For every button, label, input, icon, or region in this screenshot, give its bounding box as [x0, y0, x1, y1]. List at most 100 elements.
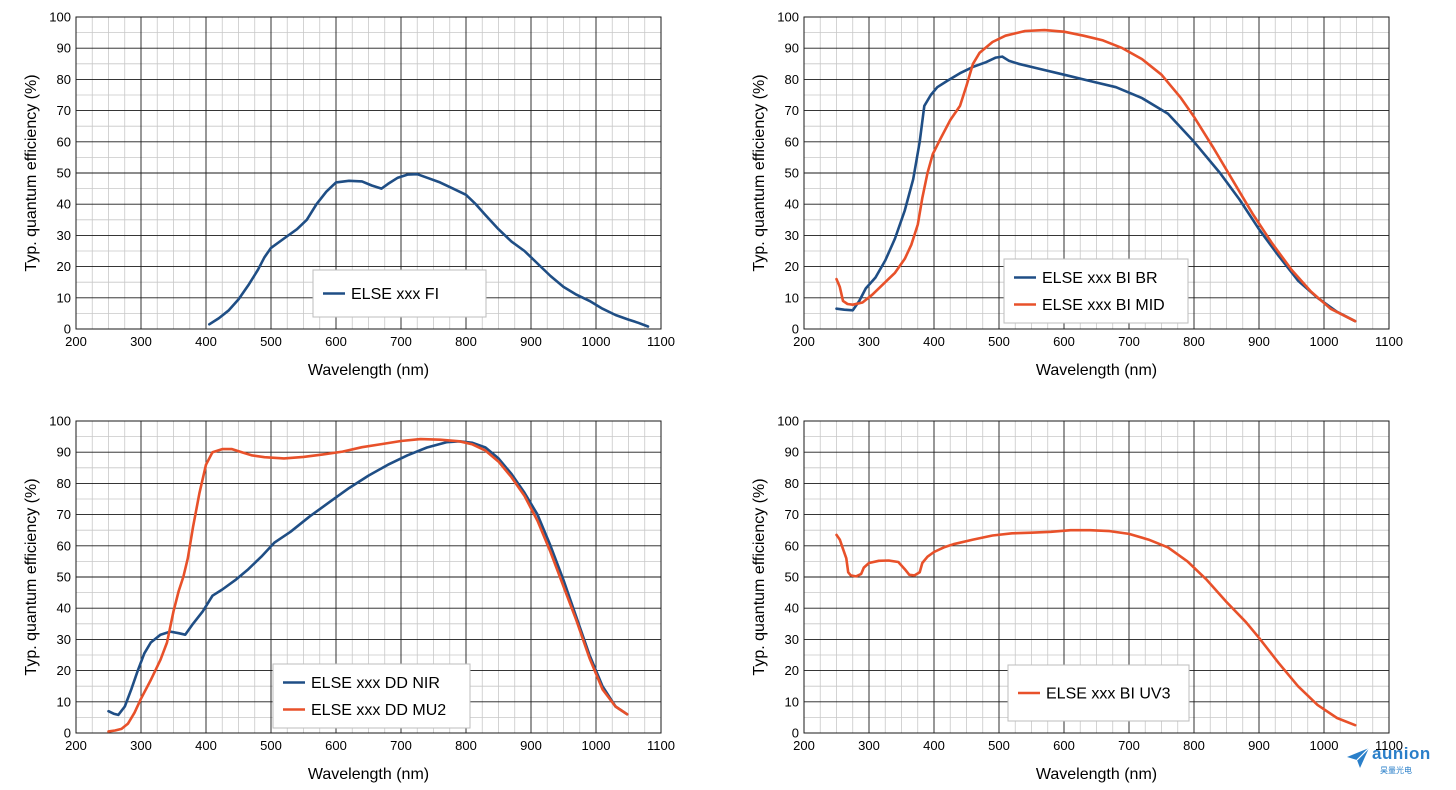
y-tick-label: 0: [792, 726, 799, 741]
series-line-1: [107, 440, 629, 717]
x-tick-label: 700: [1118, 738, 1140, 753]
y-tick-label: 100: [49, 414, 71, 429]
chart-2: 200 300 400 500 600 700 800 900 1000 1100 0 10 20 30 4…: [751, 10, 1403, 380]
x-tick-label: 400: [195, 738, 217, 753]
x-axis-label: Wavelength (nm): [1036, 766, 1157, 783]
x-tick-label: 600: [325, 334, 347, 349]
series-line-1: [835, 528, 1357, 727]
x-tick-label: 800: [455, 738, 477, 753]
x-tick-label: 300: [858, 334, 880, 349]
y-tick-label: 70: [785, 103, 799, 118]
plot-frame: [75, 16, 662, 330]
x-tick-label: 500: [988, 334, 1010, 349]
x-tick-label: 400: [923, 738, 945, 753]
legend: ELSE xxx BI UV3: [1007, 664, 1190, 722]
series-line-1: [208, 172, 650, 328]
y-tick-label: 60: [785, 134, 799, 149]
x-tick-label: 700: [390, 334, 412, 349]
x-axis-label: Wavelength (nm): [1036, 362, 1157, 379]
logo-wordmark: aunion: [1372, 744, 1431, 763]
x-tick-label: 900: [520, 738, 542, 753]
y-tick-label: 50: [785, 570, 799, 585]
legend-label: ELSE xxx DD MU2: [311, 702, 446, 719]
x-tick-label: 800: [1183, 738, 1205, 753]
x-tick-label: 400: [923, 334, 945, 349]
y-tick-label: 50: [57, 166, 71, 181]
y-tick-label: 90: [57, 41, 71, 56]
x-tick-label: 200: [65, 334, 87, 349]
plot-frame: [803, 420, 1390, 734]
y-tick-label: 30: [785, 632, 799, 647]
x-tick-label: 1000: [582, 334, 611, 349]
y-tick-label: 20: [785, 259, 799, 274]
x-tick-label: 1000: [582, 738, 611, 753]
plot-frame: [75, 420, 662, 734]
x-tick-label: 200: [793, 334, 815, 349]
y-tick-label: 40: [785, 197, 799, 212]
major-grid: [75, 420, 662, 734]
x-tick-label: 1100: [647, 334, 675, 349]
legend: ELSE xxx BI BR ELSE xxx BI MID: [1003, 258, 1189, 324]
x-tick-label: 200: [793, 738, 815, 753]
legend-label: ELSE xxx FI: [351, 286, 439, 303]
x-tick-label: 700: [390, 738, 412, 753]
brand-logo: aunion 昊量光电: [1346, 744, 1446, 778]
series-line-1: [835, 55, 1357, 323]
y-tick-label: 40: [57, 197, 71, 212]
y-tick-label: 60: [785, 538, 799, 553]
y-tick-label: 30: [57, 228, 71, 243]
x-tick-label: 1100: [647, 738, 675, 753]
x-tick-label: 1100: [1375, 738, 1403, 753]
x-tick-label: 1100: [1375, 334, 1403, 349]
legend: ELSE xxx DD NIR ELSE xxx DD MU2: [272, 663, 471, 729]
y-tick-label: 90: [785, 445, 799, 460]
x-tick-label: 500: [988, 738, 1010, 753]
y-tick-label: 20: [57, 259, 71, 274]
x-tick-label: 500: [260, 738, 282, 753]
y-tick-label: 0: [64, 322, 71, 337]
y-tick-label: 90: [785, 41, 799, 56]
x-axis-label: Wavelength (nm): [308, 766, 429, 783]
x-tick-label: 700: [1118, 334, 1140, 349]
x-tick-label: 600: [325, 738, 347, 753]
chart-4: 200 300 400 500 600 700 800 900 1000 1100 0 10 20 30 4…: [751, 414, 1403, 784]
y-tick-label: 30: [785, 228, 799, 243]
series-line-2: [835, 28, 1357, 323]
x-tick-label: 800: [455, 334, 477, 349]
y-tick-label: 90: [57, 445, 71, 460]
x-tick-label: 500: [260, 334, 282, 349]
y-tick-label: 100: [777, 414, 799, 429]
y-tick-label: 100: [49, 10, 71, 25]
x-tick-label: 900: [520, 334, 542, 349]
chart-3: 200 300 400 500 600 700 800 900 1000 1100 0 10 20 30 4…: [23, 414, 675, 784]
y-tick-label: 10: [57, 694, 71, 709]
y-tick-label: 80: [57, 72, 71, 87]
legend-box: [1003, 258, 1189, 324]
x-tick-label: 400: [195, 334, 217, 349]
y-tick-label: 0: [792, 322, 799, 337]
y-tick-label: 10: [785, 290, 799, 305]
legend-label: ELSE xxx BI MID: [1042, 297, 1165, 314]
y-axis-label: Typ. quantum efficiency (%): [23, 74, 40, 271]
x-tick-label: 600: [1053, 738, 1075, 753]
y-tick-label: 50: [57, 570, 71, 585]
y-tick-label: 40: [57, 601, 71, 616]
y-tick-label: 10: [57, 290, 71, 305]
x-tick-label: 200: [65, 738, 87, 753]
series-line-2: [107, 437, 629, 733]
x-tick-label: 800: [1183, 334, 1205, 349]
legend-label: ELSE xxx BI UV3: [1046, 686, 1171, 703]
y-tick-label: 80: [57, 476, 71, 491]
y-tick-label: 100: [777, 10, 799, 25]
x-tick-label: 1000: [1310, 334, 1339, 349]
y-tick-label: 50: [785, 166, 799, 181]
x-tick-label: 300: [130, 334, 152, 349]
y-tick-label: 60: [57, 134, 71, 149]
y-tick-label: 80: [785, 476, 799, 491]
y-tick-label: 40: [785, 601, 799, 616]
legend-label: ELSE xxx DD NIR: [311, 675, 440, 692]
y-tick-label: 20: [785, 663, 799, 678]
y-tick-label: 0: [64, 726, 71, 741]
x-tick-label: 300: [130, 738, 152, 753]
